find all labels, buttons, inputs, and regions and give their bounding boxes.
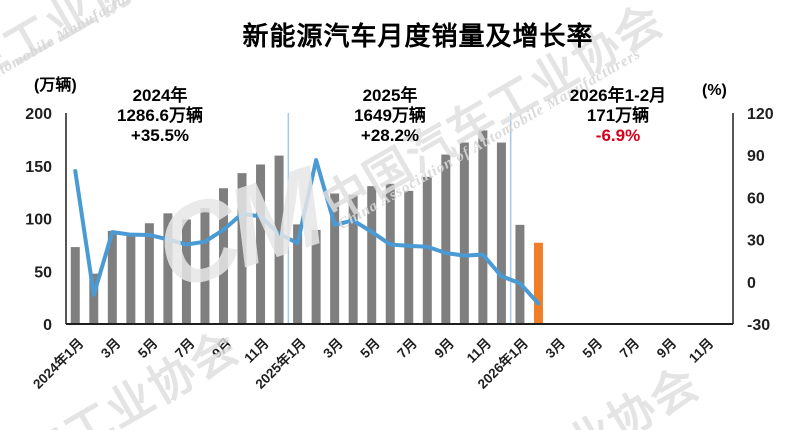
svg-text:11月: 11月 <box>464 336 494 366</box>
page-title: 新能源汽车月度销量及增长率 <box>242 21 594 51</box>
annotation-period: 2025年 <box>362 86 418 105</box>
svg-text:50: 50 <box>34 264 52 281</box>
annotation-total: 171万辆 <box>586 106 650 125</box>
svg-text:30: 30 <box>747 233 765 250</box>
svg-text:5月: 5月 <box>135 336 160 361</box>
annotation-total: 1286.6万辆 <box>117 106 203 125</box>
svg-text:0: 0 <box>43 317 52 334</box>
svg-text:5月: 5月 <box>357 336 382 361</box>
annotation-period: 2026年1-2月 <box>569 86 667 105</box>
svg-text:150: 150 <box>25 159 52 176</box>
svg-text:2024年1月: 2024年1月 <box>29 335 86 392</box>
svg-text:3月: 3月 <box>543 336 568 361</box>
svg-text:200: 200 <box>25 106 52 123</box>
annotation-period: 2024年 <box>132 86 188 105</box>
right-axis-unit-label: (%) <box>702 82 727 99</box>
svg-text:-30: -30 <box>747 317 770 334</box>
svg-text:7月: 7月 <box>617 336 642 361</box>
svg-text:11月: 11月 <box>686 336 716 366</box>
svg-text:5月: 5月 <box>580 336 605 361</box>
svg-text:3月: 3月 <box>98 336 123 361</box>
svg-text:3月: 3月 <box>320 336 345 361</box>
annotation-total: 1649万辆 <box>354 106 426 125</box>
annotation-2026: 2026年1-2月 171万辆 -6.9% <box>528 86 708 146</box>
svg-text:100: 100 <box>25 212 52 229</box>
svg-text:60: 60 <box>747 190 765 207</box>
annotation-growth: +35.5% <box>130 126 190 145</box>
svg-text:9月: 9月 <box>431 336 456 361</box>
annotation-2025: 2025年 1649万辆 +28.2% <box>300 86 480 146</box>
svg-text:11月: 11月 <box>241 336 271 366</box>
annotation-growth: -6.9% <box>595 126 641 145</box>
annotation-2024: 2024年 1286.6万辆 +35.5% <box>70 86 250 146</box>
svg-text:9月: 9月 <box>654 336 679 361</box>
annotation-growth: +28.2% <box>360 126 420 145</box>
svg-text:90: 90 <box>747 148 765 165</box>
svg-text:0: 0 <box>747 275 756 292</box>
svg-text:7月: 7月 <box>394 336 419 361</box>
svg-text:9月: 9月 <box>209 336 234 361</box>
svg-text:120: 120 <box>747 106 774 123</box>
svg-text:7月: 7月 <box>172 336 197 361</box>
left-axis-unit-label: (万辆) <box>34 77 77 94</box>
